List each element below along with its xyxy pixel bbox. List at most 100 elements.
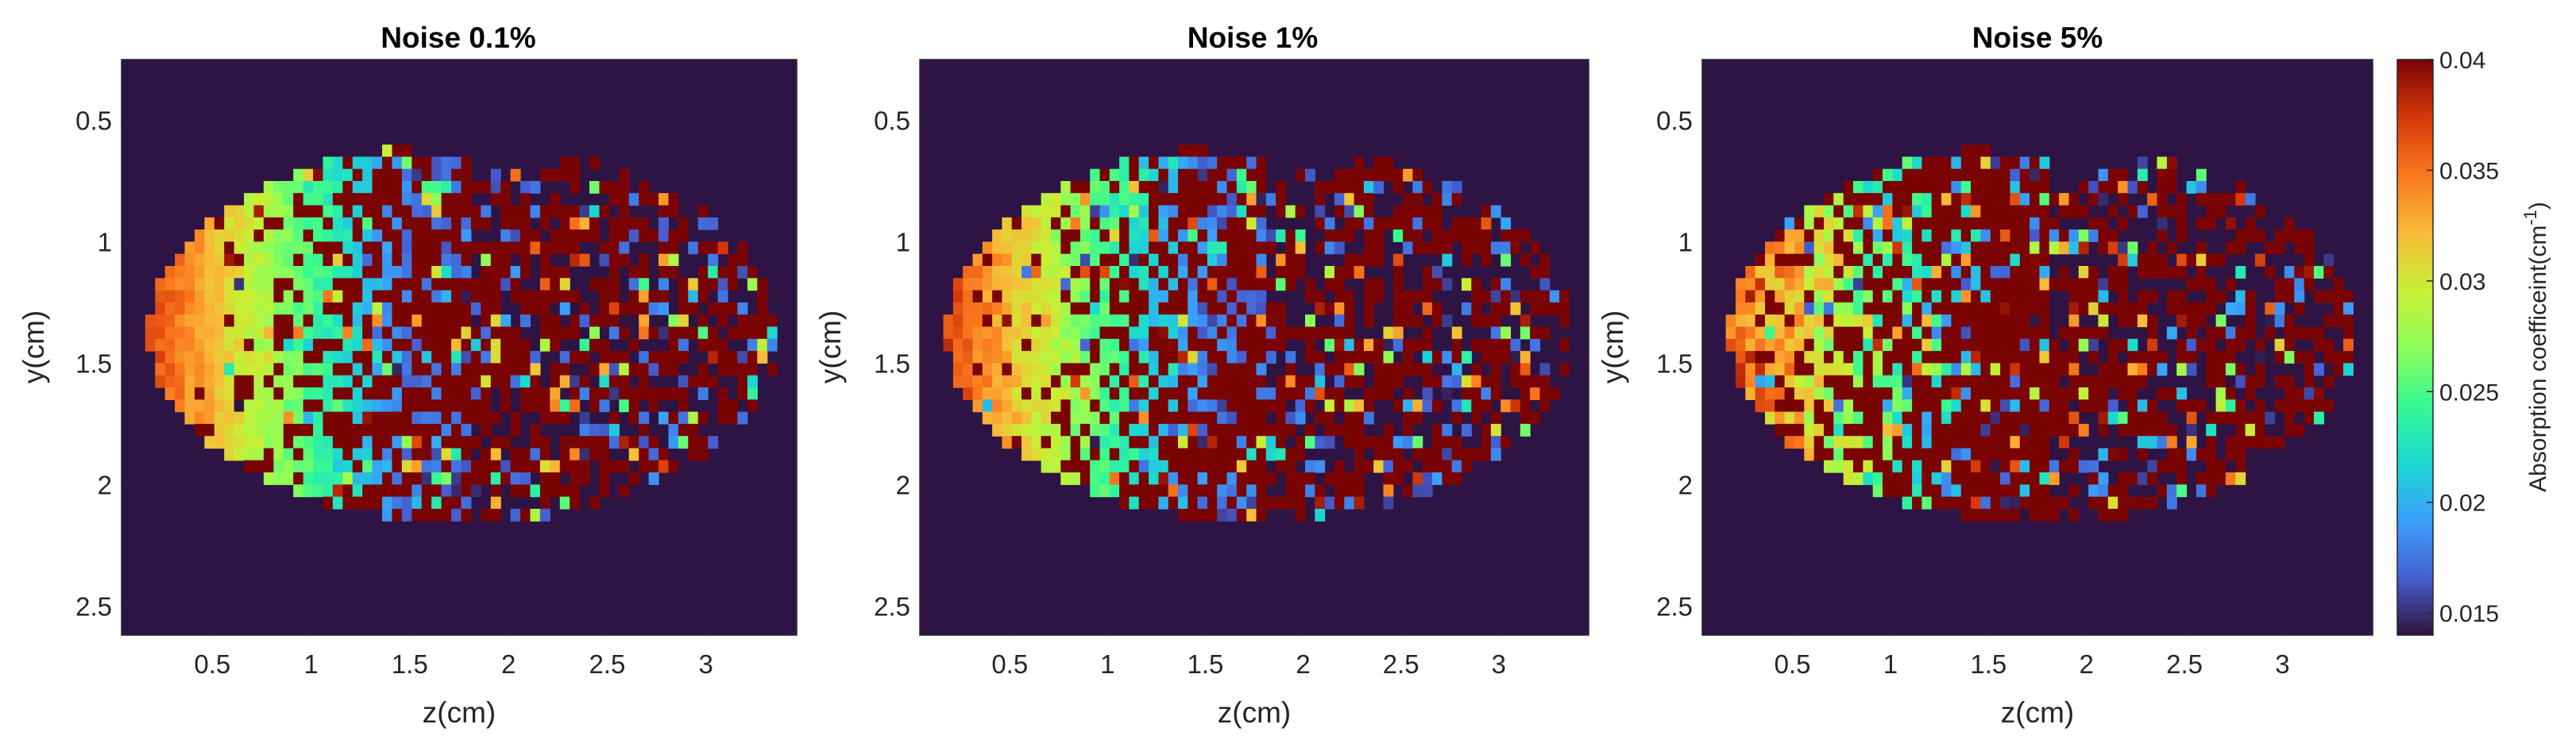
heatmap-cell bbox=[2225, 229, 2236, 242]
heatmap-cell bbox=[2059, 436, 2069, 449]
heatmap-cell bbox=[1980, 217, 1991, 230]
heatmap-cell bbox=[1403, 338, 1413, 352]
heatmap-cell bbox=[1060, 460, 1072, 473]
heatmap-cell bbox=[461, 168, 472, 182]
heatmap-cell bbox=[1246, 314, 1257, 328]
heatmap-cell bbox=[421, 326, 432, 340]
heatmap-cell bbox=[352, 229, 363, 242]
heatmap-cell bbox=[1060, 266, 1072, 279]
heatmap-cell bbox=[539, 436, 550, 449]
heatmap-cell bbox=[510, 266, 521, 279]
heatmap-cell bbox=[1892, 229, 1903, 242]
heatmap-cell bbox=[2323, 338, 2335, 352]
heatmap-cell bbox=[1178, 290, 1188, 303]
heatmap-cell bbox=[490, 266, 501, 279]
heatmap-cell bbox=[717, 278, 728, 291]
heatmap-cell bbox=[2147, 399, 2158, 413]
y-tick-label: 0.5 bbox=[1656, 106, 1693, 135]
heatmap-cell bbox=[1902, 181, 1913, 194]
heatmap-cell bbox=[2000, 181, 2010, 194]
heatmap-cell bbox=[1354, 205, 1365, 218]
heatmap-cell bbox=[1226, 253, 1238, 267]
heatmap-cell bbox=[332, 460, 343, 473]
heatmap-cell bbox=[1178, 229, 1188, 242]
heatmap-cell bbox=[1090, 229, 1101, 242]
heatmap-cell bbox=[1921, 496, 1933, 510]
heatmap-cell bbox=[2118, 484, 2129, 498]
heatmap-cell bbox=[342, 193, 353, 206]
heatmap-cell bbox=[510, 411, 521, 425]
heatmap-cell bbox=[500, 229, 512, 242]
heatmap-cell bbox=[1892, 338, 1903, 352]
heatmap-cell bbox=[411, 387, 423, 400]
heatmap-cell bbox=[1363, 168, 1374, 182]
heatmap-cell bbox=[1462, 217, 1472, 230]
heatmap-cell bbox=[599, 278, 610, 291]
heatmap-cell bbox=[1354, 181, 1365, 194]
heatmap-cell bbox=[2343, 351, 2354, 364]
heatmap-cell bbox=[1188, 253, 1199, 267]
colorbar-tick-label: 0.015 bbox=[2439, 601, 2499, 627]
heatmap-cell bbox=[992, 399, 1002, 413]
heatmap-cell bbox=[461, 314, 472, 328]
heatmap-cell bbox=[2030, 508, 2040, 522]
heatmap-cell bbox=[2010, 448, 2021, 461]
heatmap-cell bbox=[1931, 229, 1942, 242]
heatmap-cell bbox=[1188, 266, 1199, 279]
heatmap-cell bbox=[1256, 351, 1267, 364]
heatmap-cell bbox=[322, 193, 334, 206]
heatmap-cell bbox=[1755, 290, 1766, 303]
heatmap-cell bbox=[1990, 508, 2001, 522]
heatmap-cell bbox=[1883, 193, 1893, 206]
heatmap-cell bbox=[1520, 375, 1531, 388]
heatmap-cell bbox=[1520, 363, 1531, 376]
heatmap-cell bbox=[1892, 460, 1903, 473]
heatmap-cell bbox=[1863, 181, 1874, 194]
heatmap-cell bbox=[2019, 460, 2030, 473]
heatmap-cell bbox=[1422, 387, 1433, 400]
heatmap-cell bbox=[728, 411, 738, 425]
heatmap-cell bbox=[461, 326, 472, 340]
heatmap-cell bbox=[2137, 290, 2148, 303]
heatmap-cell bbox=[1129, 229, 1140, 242]
heatmap-cell bbox=[2157, 411, 2168, 425]
heatmap-cell bbox=[2049, 241, 2060, 255]
heatmap-cell bbox=[1912, 156, 1922, 170]
heatmap-cell bbox=[175, 351, 186, 364]
heatmap-cell bbox=[1178, 484, 1188, 498]
heatmap-cell bbox=[1833, 278, 1844, 291]
heatmap-cell bbox=[2254, 363, 2265, 376]
heatmap-cell bbox=[451, 302, 462, 315]
heatmap-cell bbox=[490, 351, 501, 364]
heatmap-cell bbox=[1022, 326, 1032, 340]
heatmap-cell bbox=[1422, 205, 1433, 218]
heatmap-cell bbox=[1226, 290, 1238, 303]
heatmap-cell bbox=[2245, 229, 2256, 242]
heatmap-cell bbox=[2118, 314, 2129, 328]
heatmap-cell bbox=[1931, 290, 1942, 303]
heatmap-cell bbox=[1022, 411, 1032, 425]
heatmap-cell bbox=[1256, 290, 1267, 303]
heatmap-cell bbox=[1990, 241, 2001, 255]
heatmap-cell bbox=[2127, 217, 2138, 230]
heatmap-cell bbox=[1980, 229, 1991, 242]
heatmap-cell bbox=[1129, 375, 1140, 388]
heatmap-cell bbox=[1921, 411, 1933, 425]
heatmap-cell bbox=[195, 411, 205, 425]
heatmap-cell bbox=[570, 375, 581, 388]
heatmap-cell bbox=[2078, 290, 2089, 303]
heatmap-cell bbox=[1490, 448, 1501, 461]
heatmap-cell bbox=[2166, 436, 2177, 449]
heatmap-cell bbox=[1363, 302, 1374, 315]
heatmap-cell bbox=[1892, 399, 1903, 413]
heatmap-cell bbox=[1373, 278, 1385, 291]
heatmap-cell bbox=[992, 302, 1002, 315]
y-tick-label: 1 bbox=[1678, 227, 1693, 256]
heatmap-cell bbox=[1775, 302, 1786, 315]
heatmap-cell bbox=[628, 363, 639, 376]
heatmap-cell bbox=[2157, 363, 2168, 376]
heatmap-cell bbox=[392, 266, 403, 279]
heatmap-cell bbox=[628, 278, 639, 291]
heatmap-cell bbox=[1119, 496, 1130, 510]
heatmap-cell bbox=[559, 496, 570, 510]
